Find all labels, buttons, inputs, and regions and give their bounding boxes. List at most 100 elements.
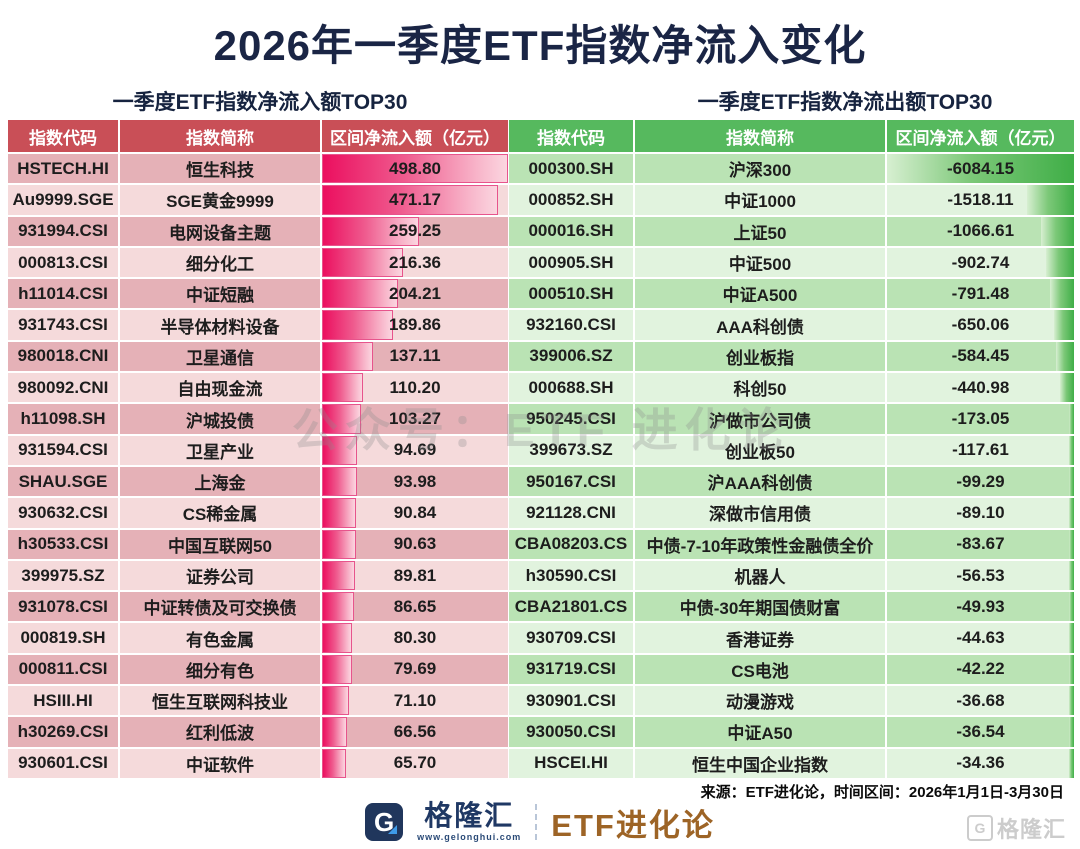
index-name-cell: 红利低波 [120,717,320,747]
value-cell: -89.10 [887,498,1074,528]
index-name-cell: 机器人 [635,560,885,591]
index-code-cell: h11098.SH [8,404,118,434]
outflow-header-name: 指数简称 [635,120,885,152]
index-name-cell: 恒生互联网科技业 [120,686,320,716]
value-label: 110.20 [389,377,441,397]
value-label: -117.61 [952,440,1009,460]
index-name-cell: 科创50 [635,373,885,403]
index-name-cell: 中证500 [635,247,885,278]
value-bar [1069,529,1074,559]
index-code-cell: h11014.CSI [8,279,118,309]
index-name-cell: CS电池 [635,654,885,685]
value-label: -650.06 [951,315,1010,335]
value-cell: -117.61 [887,435,1074,465]
value-cell: -83.67 [887,529,1074,559]
index-code-cell: 950245.CSI [509,404,633,434]
value-cell: 66.56 [322,717,508,747]
value-label: -83.67 [956,534,1005,554]
index-name-cell: 香港证券 [635,623,885,653]
value-cell: -650.06 [887,310,1074,340]
index-name-cell: AAA科创债 [635,310,885,340]
value-cell: -56.53 [887,560,1074,591]
index-code-cell: 921128.CNI [509,498,633,528]
value-cell: 471.17 [322,185,508,215]
value-bar [322,466,358,497]
index-name-cell: 上证50 [635,216,885,246]
value-label: 89.81 [393,565,437,585]
index-name-cell: 中国互联网50 [120,529,320,559]
index-code-cell: 931994.CSI [8,216,118,246]
value-label: -173.05 [951,409,1010,429]
value-bar [1041,216,1074,246]
value-bar [1068,404,1074,434]
value-bar [1069,717,1074,747]
value-cell: -49.93 [887,592,1074,622]
value-bar [322,247,403,278]
value-label: -6084.15 [946,158,1015,178]
value-bar [1060,373,1074,403]
value-cell: -1066.61 [887,216,1074,246]
outflow-header-value: 区间净流入额（亿元） [887,120,1074,152]
value-label: -36.54 [956,721,1005,741]
index-name-cell: 上海金 [120,466,320,497]
inflow-header-name: 指数简称 [120,120,320,152]
index-code-cell: h30590.CSI [509,560,633,591]
index-code-cell: Au9999.SGE [8,185,118,215]
value-bar [1069,654,1074,685]
index-name-cell: 沪做市公司债 [635,404,885,434]
value-cell: -42.22 [887,654,1074,685]
value-cell: -1518.11 [887,185,1074,215]
index-code-cell: 000016.SH [509,216,633,246]
index-name-cell: 中债-30年期国债财富 [635,592,885,622]
value-cell: -791.48 [887,279,1074,309]
value-label: -42.22 [956,659,1005,679]
index-name-cell: CS稀金属 [120,498,320,528]
value-bar [322,529,356,559]
value-label: -34.36 [956,753,1005,773]
value-bar [322,404,361,434]
partner-brand-name: ETF进化论 [551,807,715,843]
inflow-header-code: 指数代码 [8,120,118,152]
value-cell: 110.20 [322,373,508,403]
value-label: -89.10 [956,502,1005,522]
index-code-cell: 000300.SH [509,154,633,184]
value-label: 65.70 [393,753,437,773]
index-name-cell: 中证1000 [635,185,885,215]
value-label: 90.63 [393,534,437,554]
gelonghui-brand-name: 格隆汇 [424,800,515,831]
corner-watermark-text: 格隆汇 [996,817,1066,842]
value-cell: -6084.15 [887,154,1074,184]
index-code-cell: 930601.CSI [8,748,118,778]
index-code-cell: HSCEI.HI [509,748,633,778]
value-cell: -34.36 [887,748,1074,778]
value-cell: 65.70 [322,748,508,778]
gelonghui-brand: 格隆汇 www.gelonghui.com [417,802,521,842]
value-bar [322,686,349,716]
index-code-cell: 000905.SH [509,247,633,278]
value-cell: -36.54 [887,717,1074,747]
value-bar [1049,279,1074,309]
value-cell: 79.69 [322,654,508,685]
value-bar [1069,435,1074,465]
value-label: 94.69 [393,440,437,460]
inflow-header-value: 区间净流入额（亿元） [322,120,508,152]
index-code-cell: CBA08203.CS [509,529,633,559]
index-code-cell: 399673.SZ [509,435,633,465]
value-cell: 204.21 [322,279,508,309]
corner-watermark-logo-icon: G [966,815,993,841]
value-cell: 259.25 [322,216,508,246]
index-code-cell: HSIII.HI [8,686,118,716]
index-name-cell: 中证A500 [635,279,885,309]
index-code-cell: 000811.CSI [8,654,118,685]
value-label: 79.69 [393,659,437,679]
index-code-cell: HSTECH.HI [8,154,118,184]
value-cell: -36.68 [887,686,1074,716]
index-name-cell: 中证短融 [120,279,320,309]
index-code-cell: h30269.CSI [8,717,118,747]
index-code-cell: 000852.SH [509,185,633,215]
outflow-header-code: 指数代码 [509,120,633,152]
value-cell: 90.63 [322,529,508,559]
index-name-cell: 细分化工 [120,247,320,278]
value-label: 80.30 [393,628,437,648]
value-label: 66.56 [393,721,437,741]
